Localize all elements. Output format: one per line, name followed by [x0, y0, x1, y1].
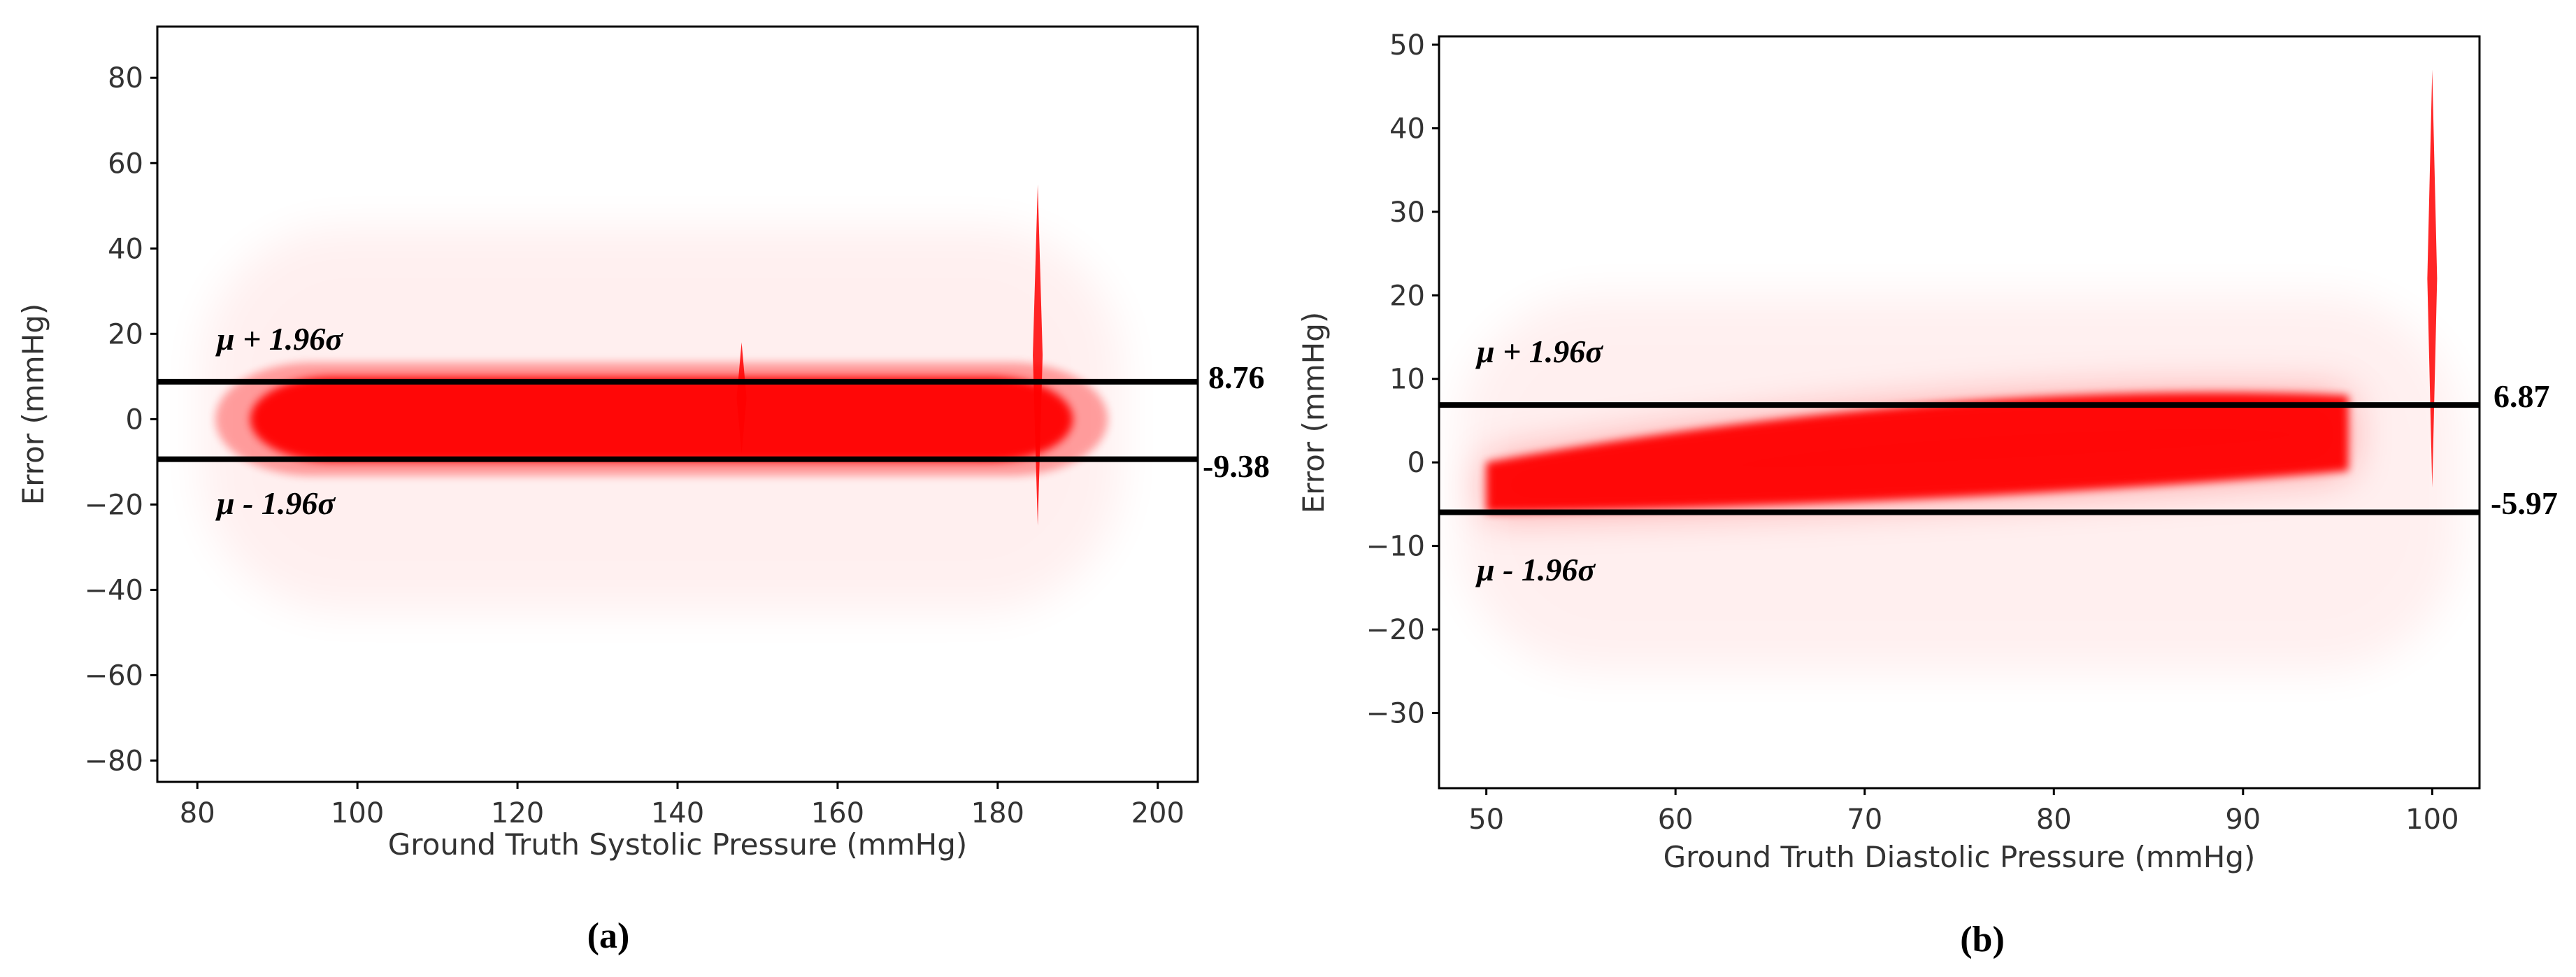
y-tick-label: −20: [85, 489, 143, 521]
error-spike-systolic: [736, 342, 747, 454]
x-tick-label: 200: [1131, 797, 1185, 829]
y-tick-label: −20: [1366, 614, 1425, 646]
panel-label-b: (b): [1960, 920, 2005, 960]
plot-frame-diastolic: [1438, 35, 2481, 790]
y-tick-label: 20: [1389, 280, 1425, 312]
x-tick-label: 160: [811, 797, 864, 829]
y-tick-label: −40: [85, 574, 143, 606]
y-tick-label: 80: [108, 62, 143, 94]
x-tick-label: 140: [651, 797, 704, 829]
x-tick-label: 50: [1468, 804, 1504, 836]
y-tick-label: −60: [85, 659, 143, 692]
x-tick-label: 70: [1847, 804, 1882, 836]
y-axis-title-systolic: Error (mmHg): [16, 304, 50, 506]
x-axis-ticks-systolic: 80 100 120 140 160 180 200: [180, 782, 1185, 829]
x-axis-title-systolic: Ground Truth Systolic Pressure (mmHg): [388, 827, 968, 862]
y-axis-title-diastolic: Error (mmHg): [1296, 312, 1331, 514]
y-tick-label: 10: [1389, 364, 1425, 396]
panel-a: 80 100 120 140 160 180 200 −80 −60 −40 −20 0 20 40 60…: [16, 25, 1270, 956]
panel-label-a: (a): [587, 916, 630, 956]
x-tick-label: 120: [491, 797, 544, 829]
lower-limit-value-systolic: -9.38: [1203, 448, 1270, 484]
x-tick-label: 60: [1658, 804, 1694, 836]
y-tick-label: −10: [1366, 531, 1425, 563]
y-tick-label: −30: [1366, 698, 1425, 730]
y-tick-label: 30: [1389, 197, 1425, 229]
y-tick-label: 0: [1408, 447, 1425, 479]
panel-b: 50 60 70 80 90 100 −30 −20 −10 0 10 20 30 40 50 Groun…: [1296, 29, 2558, 960]
y-tick-label: 40: [1389, 113, 1425, 145]
y-tick-label: −80: [85, 745, 143, 777]
upper-limit-value-systolic: 8.76: [1208, 359, 1265, 395]
y-tick-label: 50: [1389, 29, 1425, 62]
y-tick-label: 60: [108, 148, 143, 180]
y-tick-label: 40: [108, 233, 143, 265]
limits-of-agreement-systolic: [157, 378, 1198, 462]
error-points-diastolic: [1458, 69, 2461, 671]
error-band-diastolic: [1486, 392, 2349, 513]
error-band-systolic: [250, 376, 1073, 462]
y-tick-label: 0: [126, 404, 143, 436]
x-axis-title-diastolic: Ground Truth Diastolic Pressure (mmHg): [1663, 840, 2256, 874]
lower-limit-value-diastolic: -5.97: [2491, 485, 2558, 521]
upper-limit-label-systolic: μ + 1.96σ: [215, 321, 343, 357]
y-tick-label: 20: [108, 318, 143, 350]
upper-limit-value-diastolic: 6.87: [2493, 378, 2550, 414]
limits-of-agreement-diastolic: [1439, 402, 2480, 515]
x-tick-label: 100: [331, 797, 384, 829]
error-spike-systolic: [1033, 184, 1043, 526]
error-points-systolic: [201, 184, 1122, 611]
x-tick-label: 80: [2036, 804, 2072, 836]
x-tick-label: 100: [2405, 804, 2459, 836]
x-axis-ticks-diastolic: 50 60 70 80 90 100: [1468, 788, 2459, 836]
error-spike-diastolic: [2427, 69, 2438, 488]
y-axis-ticks-systolic: −80 −60 −40 −20 0 20 40 60 80: [85, 62, 157, 777]
lower-limit-label-systolic: μ - 1.96σ: [215, 485, 336, 521]
upper-limit-label-diastolic: μ + 1.96σ: [1475, 334, 1603, 369]
y-axis-ticks-diastolic: −30 −20 −10 0 10 20 30 40 50: [1366, 29, 1439, 730]
lower-limit-label-diastolic: μ - 1.96σ: [1475, 552, 1596, 587]
x-tick-label: 90: [2225, 804, 2261, 836]
x-tick-label: 180: [971, 797, 1024, 829]
x-tick-label: 80: [180, 797, 215, 829]
